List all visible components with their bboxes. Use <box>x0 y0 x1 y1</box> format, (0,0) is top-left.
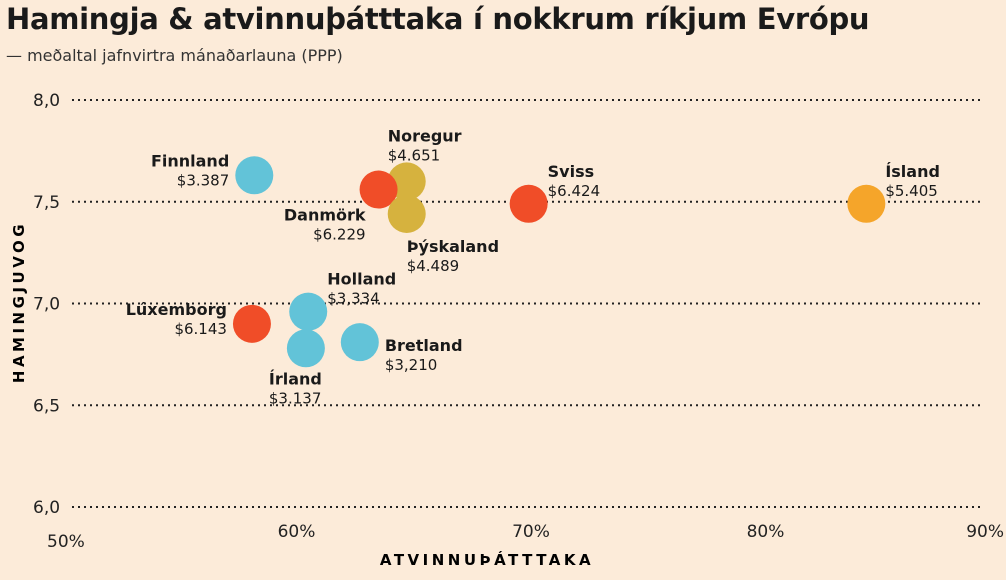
y-axis-label: HAMINGJUVOG <box>10 221 28 383</box>
x-tick-label: 80% <box>747 522 785 542</box>
y-tick-label: 8,0 <box>33 91 60 111</box>
data-point <box>232 304 271 343</box>
data-labels: Finnland$3.387 Noregur$4.651 Danmörk$6.229… <box>126 126 940 407</box>
data-label-wage: $6.143 <box>174 320 227 338</box>
data-label-wage: $4.489 <box>407 257 460 275</box>
data-label-country: Holland <box>327 270 396 289</box>
data-label-wage: $4.651 <box>388 146 441 164</box>
y-tick-label: 6,5 <box>33 396 60 416</box>
data-label-country: Ísland <box>885 162 940 181</box>
data-label-country: Finnland <box>151 151 229 170</box>
x-tick-label: 70% <box>512 522 550 542</box>
data-label-country: Írland <box>269 369 322 388</box>
data-point <box>286 329 325 368</box>
data-label-country: Lúxemborg <box>126 300 227 319</box>
chart-subtitle: — meðaltal jafnvirtra mánaðarlauna (PPP) <box>6 46 343 65</box>
data-label-country: Noregur <box>388 126 462 145</box>
data-label-country: Þýskaland <box>407 237 499 256</box>
x-axis-ticks: 50% 60% 70% 80% 90% <box>47 522 1004 552</box>
data-points <box>232 156 886 368</box>
data-label-country: Bretland <box>385 336 463 355</box>
data-point <box>289 292 328 331</box>
data-label-wage: $3.387 <box>177 171 230 189</box>
data-point <box>387 194 426 233</box>
x-tick-label: 60% <box>278 522 316 542</box>
data-label-wage: $3,210 <box>385 356 438 374</box>
chart-title: Hamingja & atvinnuþátttaka í nokkrum rík… <box>6 2 870 36</box>
x-tick-label: 90% <box>966 522 1004 542</box>
data-point <box>235 156 274 195</box>
data-point <box>509 184 548 223</box>
y-tick-label: 7,5 <box>33 193 60 213</box>
data-point <box>359 170 398 209</box>
y-axis-ticks: 6,0 6,5 7,0 7,5 8,0 <box>33 91 60 518</box>
data-label-wage: $6.424 <box>548 182 601 200</box>
data-label-wage: $6.229 <box>313 226 366 244</box>
data-label-wage: $3,334 <box>327 290 380 308</box>
data-label-wage: $5.405 <box>885 182 938 200</box>
data-point <box>847 184 886 223</box>
data-label-country: Danmörk <box>284 206 366 225</box>
y-tick-label: 6,0 <box>33 498 60 518</box>
x-tick-label: 50% <box>47 532 85 552</box>
data-label-country: Sviss <box>548 162 594 181</box>
y-tick-label: 7,0 <box>33 295 60 315</box>
data-label-wage: $3.137 <box>269 389 322 407</box>
x-axis-label: ATVINNUÞÁTTTAKA <box>380 550 594 569</box>
data-point <box>340 323 379 362</box>
